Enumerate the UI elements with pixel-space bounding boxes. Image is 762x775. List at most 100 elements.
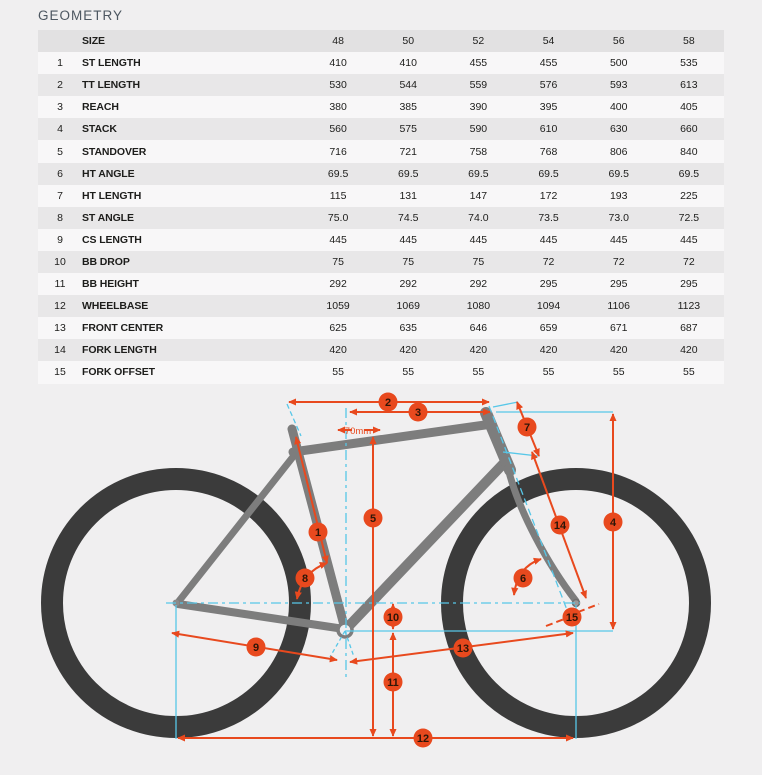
value-cell: 576 (539, 79, 558, 92)
value-cell: 72 (612, 255, 625, 268)
row-number-cell: 12 (54, 300, 66, 313)
marker-13: 13 (453, 638, 473, 658)
marker-circle (517, 417, 537, 437)
value-cell: 55 (402, 366, 415, 379)
row-label-cell: STACK (82, 123, 117, 136)
value-cell: 840 (680, 145, 698, 158)
marker-circle (413, 728, 433, 748)
row-number-cell: 4 (57, 123, 63, 136)
marker-number: 11 (387, 677, 399, 689)
value-cell: 295 (539, 278, 558, 291)
marker-number: 5 (370, 513, 376, 525)
value-cell: 590 (469, 123, 488, 136)
value-cell: 1094 (536, 300, 561, 313)
marker-circle (308, 522, 328, 542)
value-cell: 806 (609, 145, 628, 158)
table-row: 2 TT LENGTH 530 544 559 576 593 613 (38, 74, 724, 97)
table-row: 9 CS LENGTH 445 445 445 445 445 445 (38, 228, 724, 251)
row-label-cell: FRONT CENTER (82, 322, 164, 335)
value-cell: 295 (609, 278, 628, 291)
marker-circle (246, 637, 266, 657)
value-cell: 405 (680, 101, 698, 114)
value-cell: 69.5 (538, 167, 559, 180)
row-label-cell: HT ANGLE (82, 167, 135, 180)
top-tube (288, 419, 497, 457)
value-cell: 292 (329, 278, 347, 291)
size-column-header: 54 (542, 35, 555, 48)
table-row: 3 REACH 380 385 390 395 400 405 (38, 96, 724, 119)
bike-geometry-diagram: 70mm 1 2 3 4 5 6 7 8 9 10 11 12 13 14 15 (0, 390, 762, 770)
row-number-cell: 10 (54, 255, 66, 268)
value-cell: 660 (680, 123, 698, 136)
value-cell: 420 (329, 344, 347, 357)
table-row: 13 FRONT CENTER 625 635 646 659 671 687 (38, 317, 724, 340)
size-header-cell: SIZE (82, 35, 105, 48)
size-column-header: 50 (402, 35, 415, 48)
value-cell: 73.5 (538, 211, 559, 224)
value-cell: 1059 (326, 300, 350, 313)
value-cell: 420 (539, 344, 558, 357)
value-cell: 687 (680, 322, 698, 335)
value-cell: 544 (399, 79, 417, 92)
value-cell: 69.5 (608, 167, 629, 180)
marker-number: 3 (415, 407, 421, 419)
marker-11: 11 (383, 672, 403, 692)
value-cell: 131 (399, 189, 417, 202)
value-cell: 659 (539, 322, 558, 335)
value-cell: 593 (609, 79, 628, 92)
headtube-top-tick (492, 401, 519, 408)
value-cell: 75 (332, 255, 344, 268)
marker-9: 9 (246, 637, 266, 657)
down-tube (341, 457, 510, 634)
value-cell: 69.5 (678, 167, 700, 180)
size-column-header: 48 (332, 35, 344, 48)
value-cell: 1080 (466, 300, 491, 313)
marker-6: 6 (513, 568, 533, 588)
marker-number: 14 (554, 520, 567, 532)
value-cell: 575 (399, 123, 417, 136)
value-cell: 55 (542, 366, 555, 379)
value-cell: 758 (469, 145, 488, 158)
marker-number: 15 (566, 612, 578, 624)
value-cell: 380 (329, 101, 347, 114)
value-cell: 55 (683, 366, 695, 379)
value-cell: 73.0 (608, 211, 629, 224)
value-cell: 1106 (607, 300, 630, 313)
value-cell: 560 (329, 123, 347, 136)
table-row: 5 STANDOVER 716 721 758 768 806 840 (38, 140, 724, 163)
row-label-cell: STANDOVER (82, 145, 147, 158)
value-cell: 671 (609, 322, 628, 335)
value-cell: 72 (683, 255, 695, 268)
marker-number: 12 (417, 733, 429, 745)
value-cell: 420 (680, 344, 698, 357)
marker-circle (562, 607, 582, 627)
table-row: 8 ST ANGLE 75.0 74.5 74.0 73.5 73.0 72.5 (38, 206, 724, 229)
value-cell: 530 (329, 79, 347, 92)
value-cell: 716 (329, 145, 347, 158)
value-cell: 500 (609, 57, 628, 70)
marker-number: 1 (315, 527, 321, 539)
table-row: 14 FORK LENGTH 420 420 420 420 420 420 (38, 339, 724, 362)
row-number-cell: 13 (54, 322, 66, 335)
bottom-bracket (336, 621, 354, 639)
row-number-cell: 14 (54, 344, 66, 357)
row-number-cell: 15 (54, 366, 66, 379)
value-cell: 69.5 (327, 167, 349, 180)
row-number-cell: 2 (57, 79, 63, 92)
annotation-70mm: 70mm (345, 426, 371, 437)
table-row: 7 HT LENGTH 115 131 147 172 193 225 (38, 184, 724, 207)
value-cell: 292 (399, 278, 417, 291)
marker-7: 7 (517, 417, 537, 437)
value-cell: 390 (469, 101, 488, 114)
row-number-cell: 5 (57, 145, 63, 158)
row-number-cell: 1 (57, 57, 63, 70)
value-cell: 559 (469, 79, 488, 92)
value-cell: 455 (539, 57, 558, 70)
table-row: 4 STACK 560 575 590 610 630 660 (38, 118, 724, 141)
marker-circle (363, 508, 383, 528)
value-cell: 75.0 (327, 211, 349, 224)
marker-circle (603, 512, 623, 532)
marker-circle (550, 515, 570, 535)
